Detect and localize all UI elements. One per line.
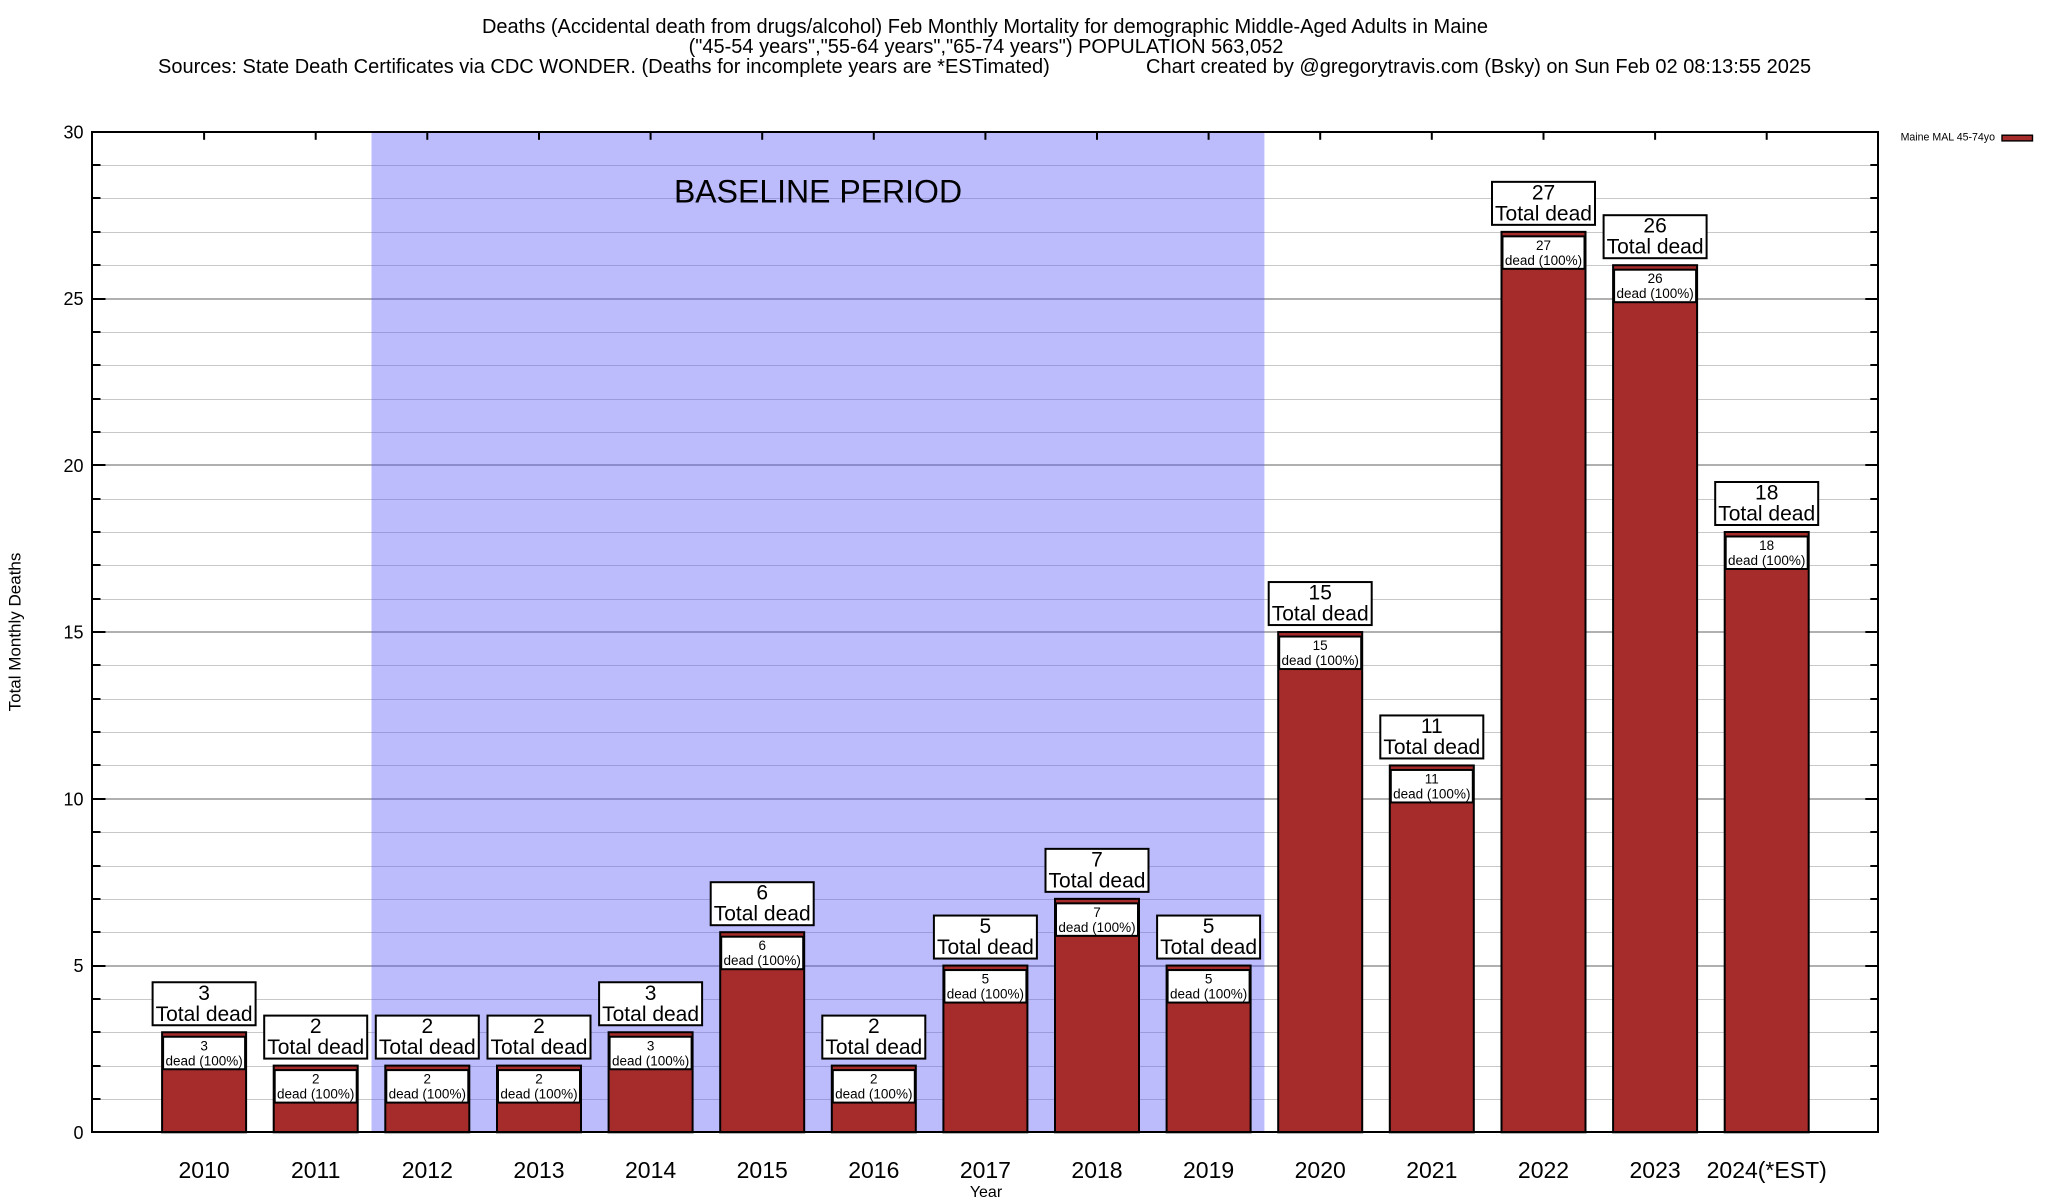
svg-text:dead (100%): dead (100%) [1728, 553, 1805, 568]
svg-text:Total dead: Total dead [1049, 869, 1146, 892]
svg-text:25: 25 [63, 289, 83, 309]
svg-text:2010: 2010 [179, 1157, 230, 1183]
svg-text:3: 3 [198, 982, 210, 1005]
svg-text:2: 2 [310, 1015, 322, 1038]
svg-text:2024(*EST): 2024(*EST) [1707, 1157, 1827, 1183]
svg-text:11: 11 [1425, 771, 1439, 786]
svg-text:2016: 2016 [848, 1157, 899, 1183]
svg-text:2022: 2022 [1518, 1157, 1569, 1183]
svg-text:6: 6 [758, 938, 766, 953]
svg-text:5: 5 [1203, 915, 1215, 938]
svg-text:5: 5 [982, 972, 990, 987]
svg-text:15: 15 [63, 623, 83, 643]
svg-text:Total dead: Total dead [156, 1003, 253, 1026]
svg-text:Total dead: Total dead [1383, 736, 1480, 759]
svg-text:Total dead: Total dead [937, 936, 1034, 959]
svg-text:3: 3 [200, 1038, 208, 1053]
svg-text:2: 2 [868, 1015, 880, 1038]
svg-text:Maine MAL 45-74yo: Maine MAL 45-74yo [1901, 132, 1996, 144]
svg-text:BASELINE PERIOD: BASELINE PERIOD [674, 174, 962, 210]
svg-text:11: 11 [1421, 715, 1443, 738]
svg-text:Year: Year [970, 1184, 1003, 1200]
svg-text:2: 2 [535, 1072, 543, 1087]
svg-text:Deaths (Accidental death from: Deaths (Accidental death from drugs/alco… [482, 16, 1488, 38]
svg-text:Total dead: Total dead [602, 1003, 699, 1026]
svg-text:Total dead: Total dead [1495, 202, 1592, 225]
svg-text:10: 10 [63, 789, 83, 809]
svg-text:Sources: State Death Certifica: Sources: State Death Certificates via CD… [158, 56, 1050, 78]
svg-text:2: 2 [312, 1072, 320, 1087]
svg-text:2020: 2020 [1295, 1157, 1346, 1183]
svg-text:dead (100%): dead (100%) [947, 987, 1024, 1002]
svg-text:dead (100%): dead (100%) [277, 1087, 354, 1102]
svg-text:dead (100%): dead (100%) [1170, 987, 1247, 1002]
svg-text:5: 5 [1205, 972, 1213, 987]
svg-text:dead (100%): dead (100%) [724, 953, 801, 968]
svg-text:15: 15 [1309, 582, 1332, 605]
svg-text:2015: 2015 [737, 1157, 788, 1183]
svg-text:20: 20 [63, 456, 83, 476]
svg-text:27: 27 [1536, 238, 1551, 253]
svg-text:0: 0 [73, 1123, 83, 1143]
svg-text:dead (100%): dead (100%) [1616, 286, 1693, 301]
svg-text:Total dead: Total dead [491, 1036, 588, 1059]
svg-text:5: 5 [73, 956, 83, 976]
svg-text:18: 18 [1759, 538, 1774, 553]
svg-text:Total dead: Total dead [1718, 503, 1815, 526]
svg-text:dead (100%): dead (100%) [1505, 253, 1582, 268]
svg-text:dead (100%): dead (100%) [165, 1053, 242, 1068]
svg-text:3: 3 [645, 982, 657, 1005]
svg-text:Total dead: Total dead [825, 1036, 922, 1059]
svg-text:2: 2 [424, 1072, 432, 1087]
svg-text:6: 6 [756, 882, 768, 905]
svg-text:27: 27 [1532, 181, 1555, 204]
svg-text:26: 26 [1648, 271, 1663, 286]
svg-text:2017: 2017 [960, 1157, 1011, 1183]
svg-text:18: 18 [1755, 482, 1778, 505]
svg-text:Total dead: Total dead [1272, 603, 1369, 626]
svg-text:2021: 2021 [1406, 1157, 1457, 1183]
svg-text:7: 7 [1091, 848, 1103, 871]
svg-text:dead (100%): dead (100%) [1058, 920, 1135, 935]
svg-text:26: 26 [1643, 215, 1666, 238]
svg-text:Chart created by @gregorytrav: Chart created by @gregorytravis.com (Bsk… [1146, 56, 1811, 78]
svg-text:2: 2 [870, 1072, 878, 1087]
svg-text:2011: 2011 [291, 1157, 340, 1183]
svg-text:5: 5 [980, 915, 992, 938]
svg-text:2: 2 [533, 1015, 545, 1038]
svg-text:Total dead: Total dead [714, 903, 811, 926]
svg-text:Total Monthly Deaths: Total Monthly Deaths [6, 553, 25, 712]
svg-text:Total dead: Total dead [267, 1036, 364, 1059]
svg-text:15: 15 [1313, 638, 1328, 653]
svg-text:Total dead: Total dead [1160, 936, 1257, 959]
svg-text:Total dead: Total dead [1607, 236, 1704, 259]
svg-text:dead (100%): dead (100%) [835, 1087, 912, 1102]
svg-text:dead (100%): dead (100%) [1393, 786, 1470, 801]
svg-text:dead (100%): dead (100%) [1282, 653, 1359, 668]
svg-text:dead (100%): dead (100%) [500, 1087, 577, 1102]
svg-text:2014: 2014 [625, 1157, 676, 1183]
svg-text:2: 2 [421, 1015, 433, 1038]
svg-text:2013: 2013 [513, 1157, 564, 1183]
svg-text:2023: 2023 [1630, 1157, 1681, 1183]
svg-text:2018: 2018 [1071, 1157, 1122, 1183]
svg-text:Total dead: Total dead [379, 1036, 476, 1059]
svg-text:3: 3 [647, 1038, 655, 1053]
svg-text:30: 30 [63, 122, 83, 142]
svg-text:2019: 2019 [1183, 1157, 1234, 1183]
svg-text:7: 7 [1093, 905, 1101, 920]
svg-text:2012: 2012 [402, 1157, 453, 1183]
svg-text:dead (100%): dead (100%) [612, 1053, 689, 1068]
svg-text:("45-54 years","55-64 years",": ("45-54 years","55-64 years","65-74 year… [689, 36, 1284, 58]
svg-text:dead (100%): dead (100%) [389, 1087, 466, 1102]
